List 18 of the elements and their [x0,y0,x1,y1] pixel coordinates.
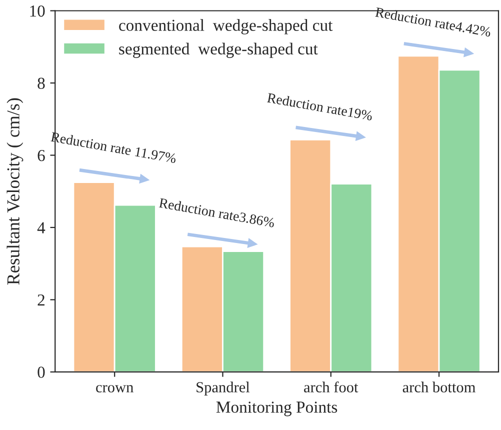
annotation: Reduction rate 11.97% [50,132,177,164]
x-axis-title: Monitoring Points [216,402,338,416]
annotation: Reduction rate3.86% [158,198,276,228]
y-axis-title: Resultant Velocity ( cm/s) [6,98,24,285]
y-tick-label: 0 [38,366,45,378]
y-tick-label: 2 [38,294,44,306]
legend-label: conventional wedge-shaped cut [119,19,333,34]
x-tick-label: Spandrel [196,382,250,396]
legend-label: segmented wedge-shaped cut [119,42,318,58]
annotation: Reduction rate4.42% [375,6,492,37]
x-tick-label: arch foot [304,382,358,392]
y-tick-label: 8 [38,78,45,89]
y-tick-label: 6 [38,150,45,162]
x-tick-label: arch bottom [402,382,476,392]
x-tick-label: crown [96,385,134,392]
annotation: Reduction rate19% [266,92,373,121]
y-tick-label: 4 [37,222,46,234]
y-tick-label: 10 [30,5,45,17]
